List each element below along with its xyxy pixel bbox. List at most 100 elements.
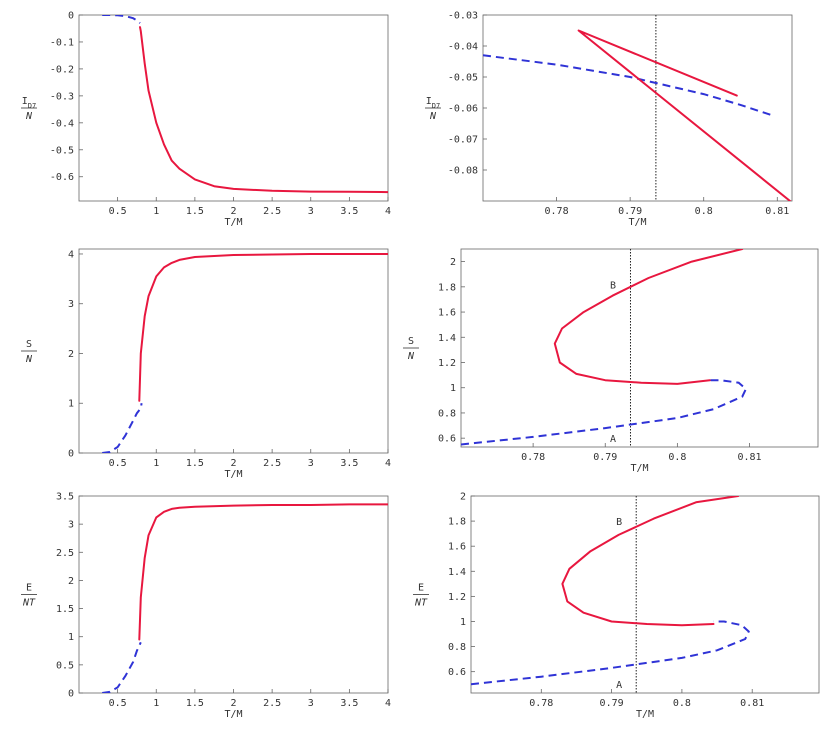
chart-panel-2: 0.78 0.79 0.8 0.81 -0.03 -0.04 -0.05 -0.06 -0.07…: [425, 11, 793, 228]
y-tick-label: 2.5: [56, 548, 74, 559]
y-tick-label: 1.4: [438, 333, 456, 344]
y-tick-label: 0: [68, 11, 74, 22]
y-tick-label: 4: [68, 249, 74, 260]
y-tick-label: 1.6: [438, 308, 456, 319]
x-tick-label: 0.79: [600, 698, 624, 709]
y-tick-label: 1.2: [438, 358, 456, 369]
y-tick-label: -0.1: [50, 37, 74, 48]
x-axis-label: T/M: [630, 463, 648, 474]
x-tick-label: 0.78: [521, 452, 545, 463]
y-tick-label: 3.5: [56, 492, 74, 503]
dashed-branch-line: [471, 620, 750, 686]
solid-branch-line: [139, 26, 388, 194]
chart-panel-1: 0.5 1 1.5 2 2.5 3 3.5 4 0 -0.1 -0.2 -0.3 -0.4 -0.5 -0.…: [21, 11, 391, 228]
y-tick-label: 0.6: [448, 667, 466, 678]
x-tick-label: 0.81: [737, 452, 761, 463]
y-tick-label: 0.5: [56, 660, 74, 671]
y-tick-label: 1.8: [438, 282, 456, 293]
x-tick-label: 0.5: [109, 458, 127, 469]
y-axis-label-denominator: NT: [414, 598, 428, 609]
x-axis-label: T/M: [636, 709, 654, 720]
x-tick-label: 3.5: [340, 698, 358, 709]
y-tick-label: 2: [460, 492, 466, 503]
y-tick-label: 0: [68, 689, 74, 700]
y-tick-label: 1: [68, 399, 74, 410]
y-axis-label-denominator: N: [25, 111, 33, 122]
chart-panel-4: 0.78 0.79 0.8 0.810.60.811.21.41.61.82T/MSN…: [403, 248, 819, 474]
y-tick-label: 1: [460, 617, 466, 628]
x-tick-label: 2.5: [263, 206, 281, 217]
x-tick-label: 2: [230, 458, 236, 469]
y-tick-label: -0.06: [448, 104, 478, 115]
y-tick-label: -0.2: [50, 64, 74, 75]
point-label: B: [616, 517, 622, 528]
y-tick-label: -0.03: [448, 11, 478, 22]
plot-frame: [78, 248, 389, 454]
y-tick-label: 0.8: [438, 408, 456, 419]
y-axis-label-numerator: S: [408, 336, 414, 347]
x-tick-label: 1.5: [186, 206, 204, 217]
plot-frame: [78, 495, 389, 694]
y-axis-label-denominator: N: [25, 354, 33, 365]
x-tick-label: 0.79: [593, 452, 617, 463]
x-tick-label: 1: [153, 698, 159, 709]
y-tick-label: 1.8: [448, 517, 466, 528]
chart-panel-6: 0.78 0.79 0.8 0.810.60.811.21.41.61.82T/MEN…: [413, 492, 820, 720]
x-tick-label: 0.5: [109, 698, 127, 709]
x-axis-label: T/M: [224, 469, 242, 480]
y-tick-label: 0.8: [448, 642, 466, 653]
x-tick-label: 4: [385, 698, 391, 709]
x-tick-label: 4: [385, 206, 391, 217]
x-axis-label: T/M: [224, 709, 242, 720]
x-tick-label: 1.5: [186, 698, 204, 709]
dashed-branch-line: [102, 15, 141, 24]
plot-frame: [78, 14, 389, 202]
solid-branch-line: [138, 253, 388, 402]
x-tick-label: 0.79: [618, 206, 642, 217]
x-axis-label: T/M: [628, 217, 646, 228]
y-axis-label-numerator: E: [418, 583, 424, 594]
x-tick-label: 1: [153, 458, 159, 469]
x-tick-label: 0.78: [545, 206, 569, 217]
x-tick-label: 0.5: [109, 206, 127, 217]
y-tick-label: 1.4: [448, 567, 466, 578]
y-axis-label-numerator: E: [26, 583, 32, 594]
x-tick-label: 2: [230, 206, 236, 217]
x-tick-label: 1: [153, 206, 159, 217]
dashed-branch-line: [461, 379, 748, 446]
y-tick-label: 0: [68, 449, 74, 460]
y-axis-label-numerator: S: [26, 339, 32, 350]
solid-branch-line: [577, 29, 792, 201]
dashed-branch-line: [483, 54, 774, 117]
y-tick-label: -0.07: [448, 135, 478, 146]
plot-frame: [470, 495, 820, 694]
y-axis-label-denominator: N: [429, 111, 437, 122]
dashed-branch-line: [102, 403, 143, 453]
solid-branch-line: [138, 503, 388, 641]
x-tick-label: 0.78: [529, 698, 553, 709]
y-tick-label: 2: [450, 257, 456, 268]
chart-panel-3: 0.5 1 1.5 2 2.5 3 3.5 4 0 1 2 3 4 T/M SN: [21, 248, 391, 480]
y-tick-label: 1: [68, 632, 74, 643]
y-axis-label-denominator: NT: [22, 598, 36, 609]
y-tick-label: -0.4: [50, 118, 74, 129]
plot-frame: [482, 14, 793, 202]
solid-branch-line: [553, 249, 744, 385]
y-tick-label: -0.5: [50, 145, 74, 156]
x-axis-label: T/M: [224, 217, 242, 228]
x-tick-label: 3: [308, 698, 314, 709]
x-tick-label: 0.81: [740, 698, 764, 709]
y-tick-label: 0.6: [438, 434, 456, 445]
y-tick-label: 3: [68, 520, 74, 531]
y-tick-label: 2: [68, 349, 74, 360]
y-tick-label: 1: [450, 383, 456, 394]
y-tick-label: -0.05: [448, 73, 478, 84]
chart-panel-5: 0.5 1 1.5 2 2.5 3 3.5 4 0 0.5 1 1.5 2 2.5 3 3.5 T/M E NT: [21, 492, 391, 720]
x-tick-label: 3: [308, 458, 314, 469]
y-tick-label: -0.04: [448, 42, 478, 53]
x-tick-label: 0.8: [668, 452, 686, 463]
x-tick-label: 3.5: [340, 206, 358, 217]
y-tick-label: 1.6: [448, 542, 466, 553]
y-tick-label: 2: [68, 576, 74, 587]
x-tick-label: 3.5: [340, 458, 358, 469]
